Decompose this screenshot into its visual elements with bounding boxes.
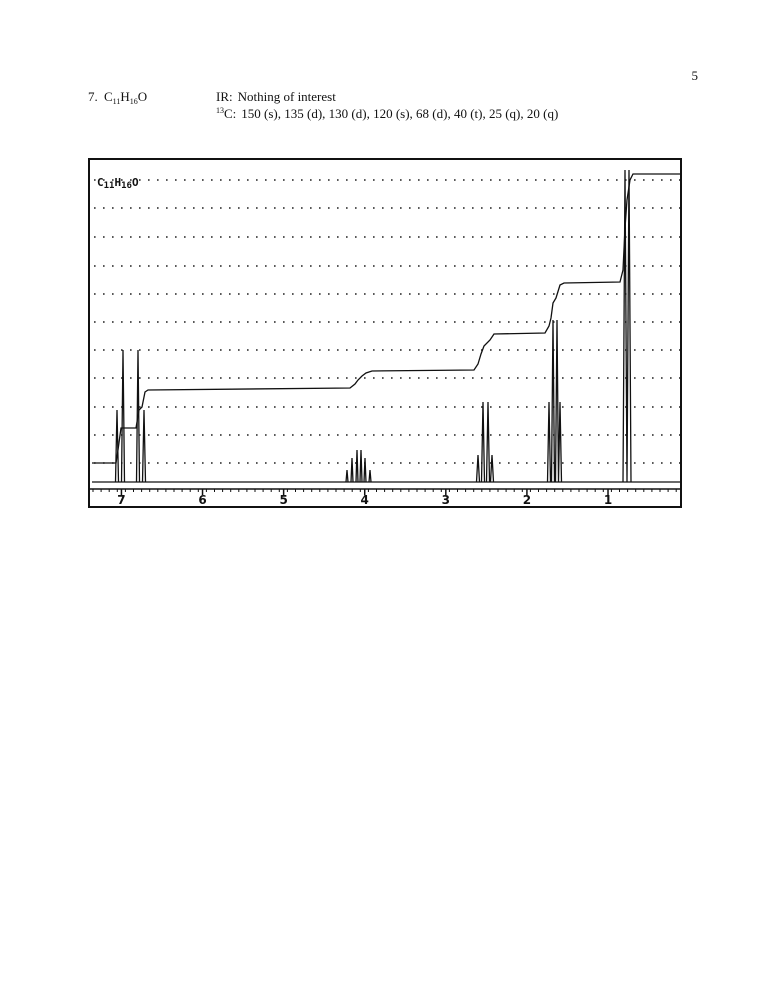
x-tick-label: 7	[117, 493, 125, 507]
x-tick-label: 5	[279, 493, 287, 507]
isotope: 13	[216, 106, 224, 115]
peaks	[114, 169, 632, 483]
x-tick-label: 3	[442, 493, 450, 507]
label-part: C	[97, 176, 104, 189]
x-axis-ticks: 7 6 5 4 3 2 1	[92, 489, 677, 507]
ir-text: Nothing of interest	[238, 89, 337, 104]
formula-sub: 11	[113, 97, 121, 106]
problem-number: 7.	[88, 89, 98, 104]
nmr-spectrum: C11H16O 7 6 5 4 3 2 1	[88, 158, 682, 508]
integral-curve	[92, 173, 681, 464]
label-sub: 11	[104, 181, 115, 191]
formula: C11H16O	[104, 89, 147, 106]
label-part: H	[114, 176, 121, 189]
carbon-label: C:	[224, 106, 236, 121]
dotted-grid	[94, 179, 680, 464]
ir-label: IR:	[216, 89, 233, 104]
x-tick-label: 6	[198, 493, 206, 507]
carbon-line: 13C: 150 (s), 135 (d), 130 (d), 120 (s), …	[216, 106, 558, 121]
spectrum-label: C11H16O	[97, 176, 139, 191]
x-tick-label: 2	[523, 493, 531, 507]
spectrum-frame	[88, 158, 682, 508]
formula-sub: 16	[130, 97, 138, 106]
label-sub: 16	[121, 181, 132, 191]
formula-part: C	[104, 89, 113, 104]
formula-part: O	[138, 89, 147, 104]
label-part: O	[132, 176, 139, 189]
formula-part: H	[120, 89, 129, 104]
x-tick-label: 4	[361, 493, 369, 507]
ir-line: IR: Nothing of interest	[216, 89, 336, 104]
carbon-text: 150 (s), 135 (d), 130 (d), 120 (s), 68 (…	[241, 106, 558, 121]
x-tick-label: 1	[604, 493, 612, 507]
page-number: 5	[692, 68, 699, 83]
